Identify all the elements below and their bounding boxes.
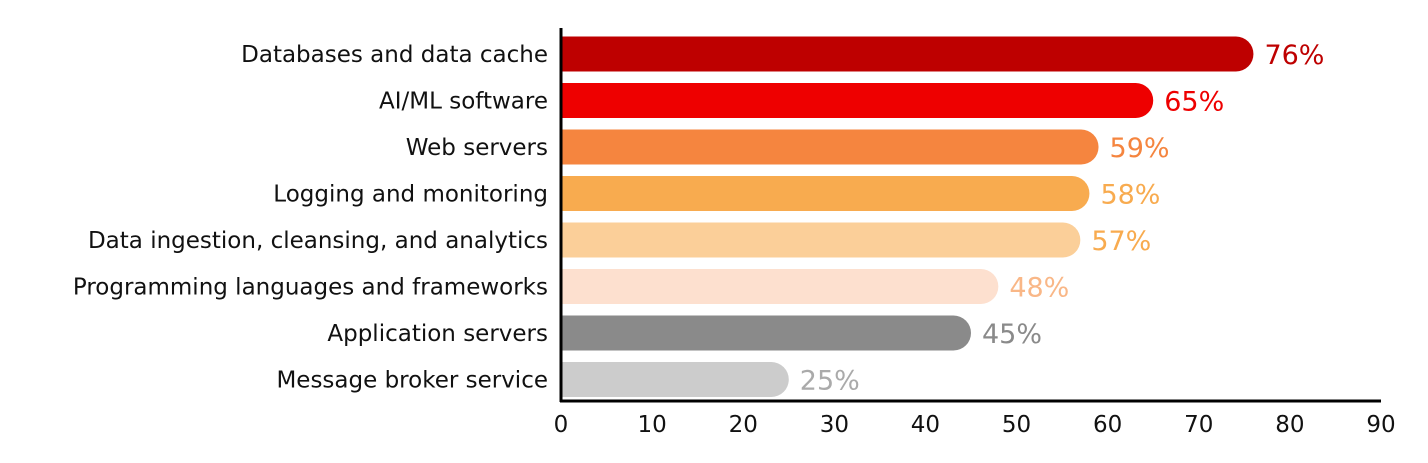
x-tick-label: 60 xyxy=(1093,412,1122,438)
x-tick-label: 80 xyxy=(1275,412,1304,438)
x-tick-label: 50 xyxy=(1002,412,1031,438)
bar-ai-ml-software xyxy=(561,83,1154,118)
bar-web-servers xyxy=(561,129,1099,165)
axes xyxy=(559,28,1381,403)
category-label: Web servers xyxy=(406,135,548,161)
value-label: 57% xyxy=(1091,226,1151,257)
value-label: 58% xyxy=(1100,180,1160,211)
x-tick-labels: 0 10 20 30 40 50 60 70 80 90 xyxy=(554,412,1396,438)
category-labels: Databases and data cache AI/ML software We… xyxy=(73,42,548,394)
value-label: 65% xyxy=(1164,87,1224,118)
category-label: Programming languages and frameworks xyxy=(73,275,548,301)
value-label: 25% xyxy=(800,366,860,397)
category-label: Application servers xyxy=(327,321,548,347)
value-labels: 76% 65% 59% 58% 57% 48% 45% 25% xyxy=(800,40,1325,397)
category-label: Logging and monitoring xyxy=(273,182,548,208)
bar-databases-and-data-cache xyxy=(561,36,1254,72)
category-label: AI/ML software xyxy=(379,89,548,115)
bar-programming-languages-and-frameworks xyxy=(561,269,999,304)
x-tick-label: 0 xyxy=(554,412,569,438)
x-tick-label: 40 xyxy=(911,412,940,438)
category-label: Message broker service xyxy=(276,368,548,394)
category-label: Databases and data cache xyxy=(241,42,548,68)
value-label: 59% xyxy=(1110,133,1170,164)
x-tick-label: 10 xyxy=(637,412,666,438)
x-tick-label: 90 xyxy=(1366,412,1395,438)
x-tick-label: 70 xyxy=(1184,412,1213,438)
category-label: Data ingestion, cleansing, and analytics xyxy=(88,228,548,254)
x-tick-label: 20 xyxy=(729,412,758,438)
x-tick-label: 30 xyxy=(820,412,849,438)
value-label: 76% xyxy=(1264,40,1324,71)
bars-layer xyxy=(561,36,1254,397)
bar-logging-and-monitoring xyxy=(561,176,1090,211)
bar-application-servers xyxy=(561,315,971,351)
value-label: 45% xyxy=(982,319,1042,350)
bar-data-ingestion-cleansing-and-analytics xyxy=(561,222,1081,258)
bar-message-broker-service xyxy=(561,362,789,397)
value-label: 48% xyxy=(1009,273,1069,304)
